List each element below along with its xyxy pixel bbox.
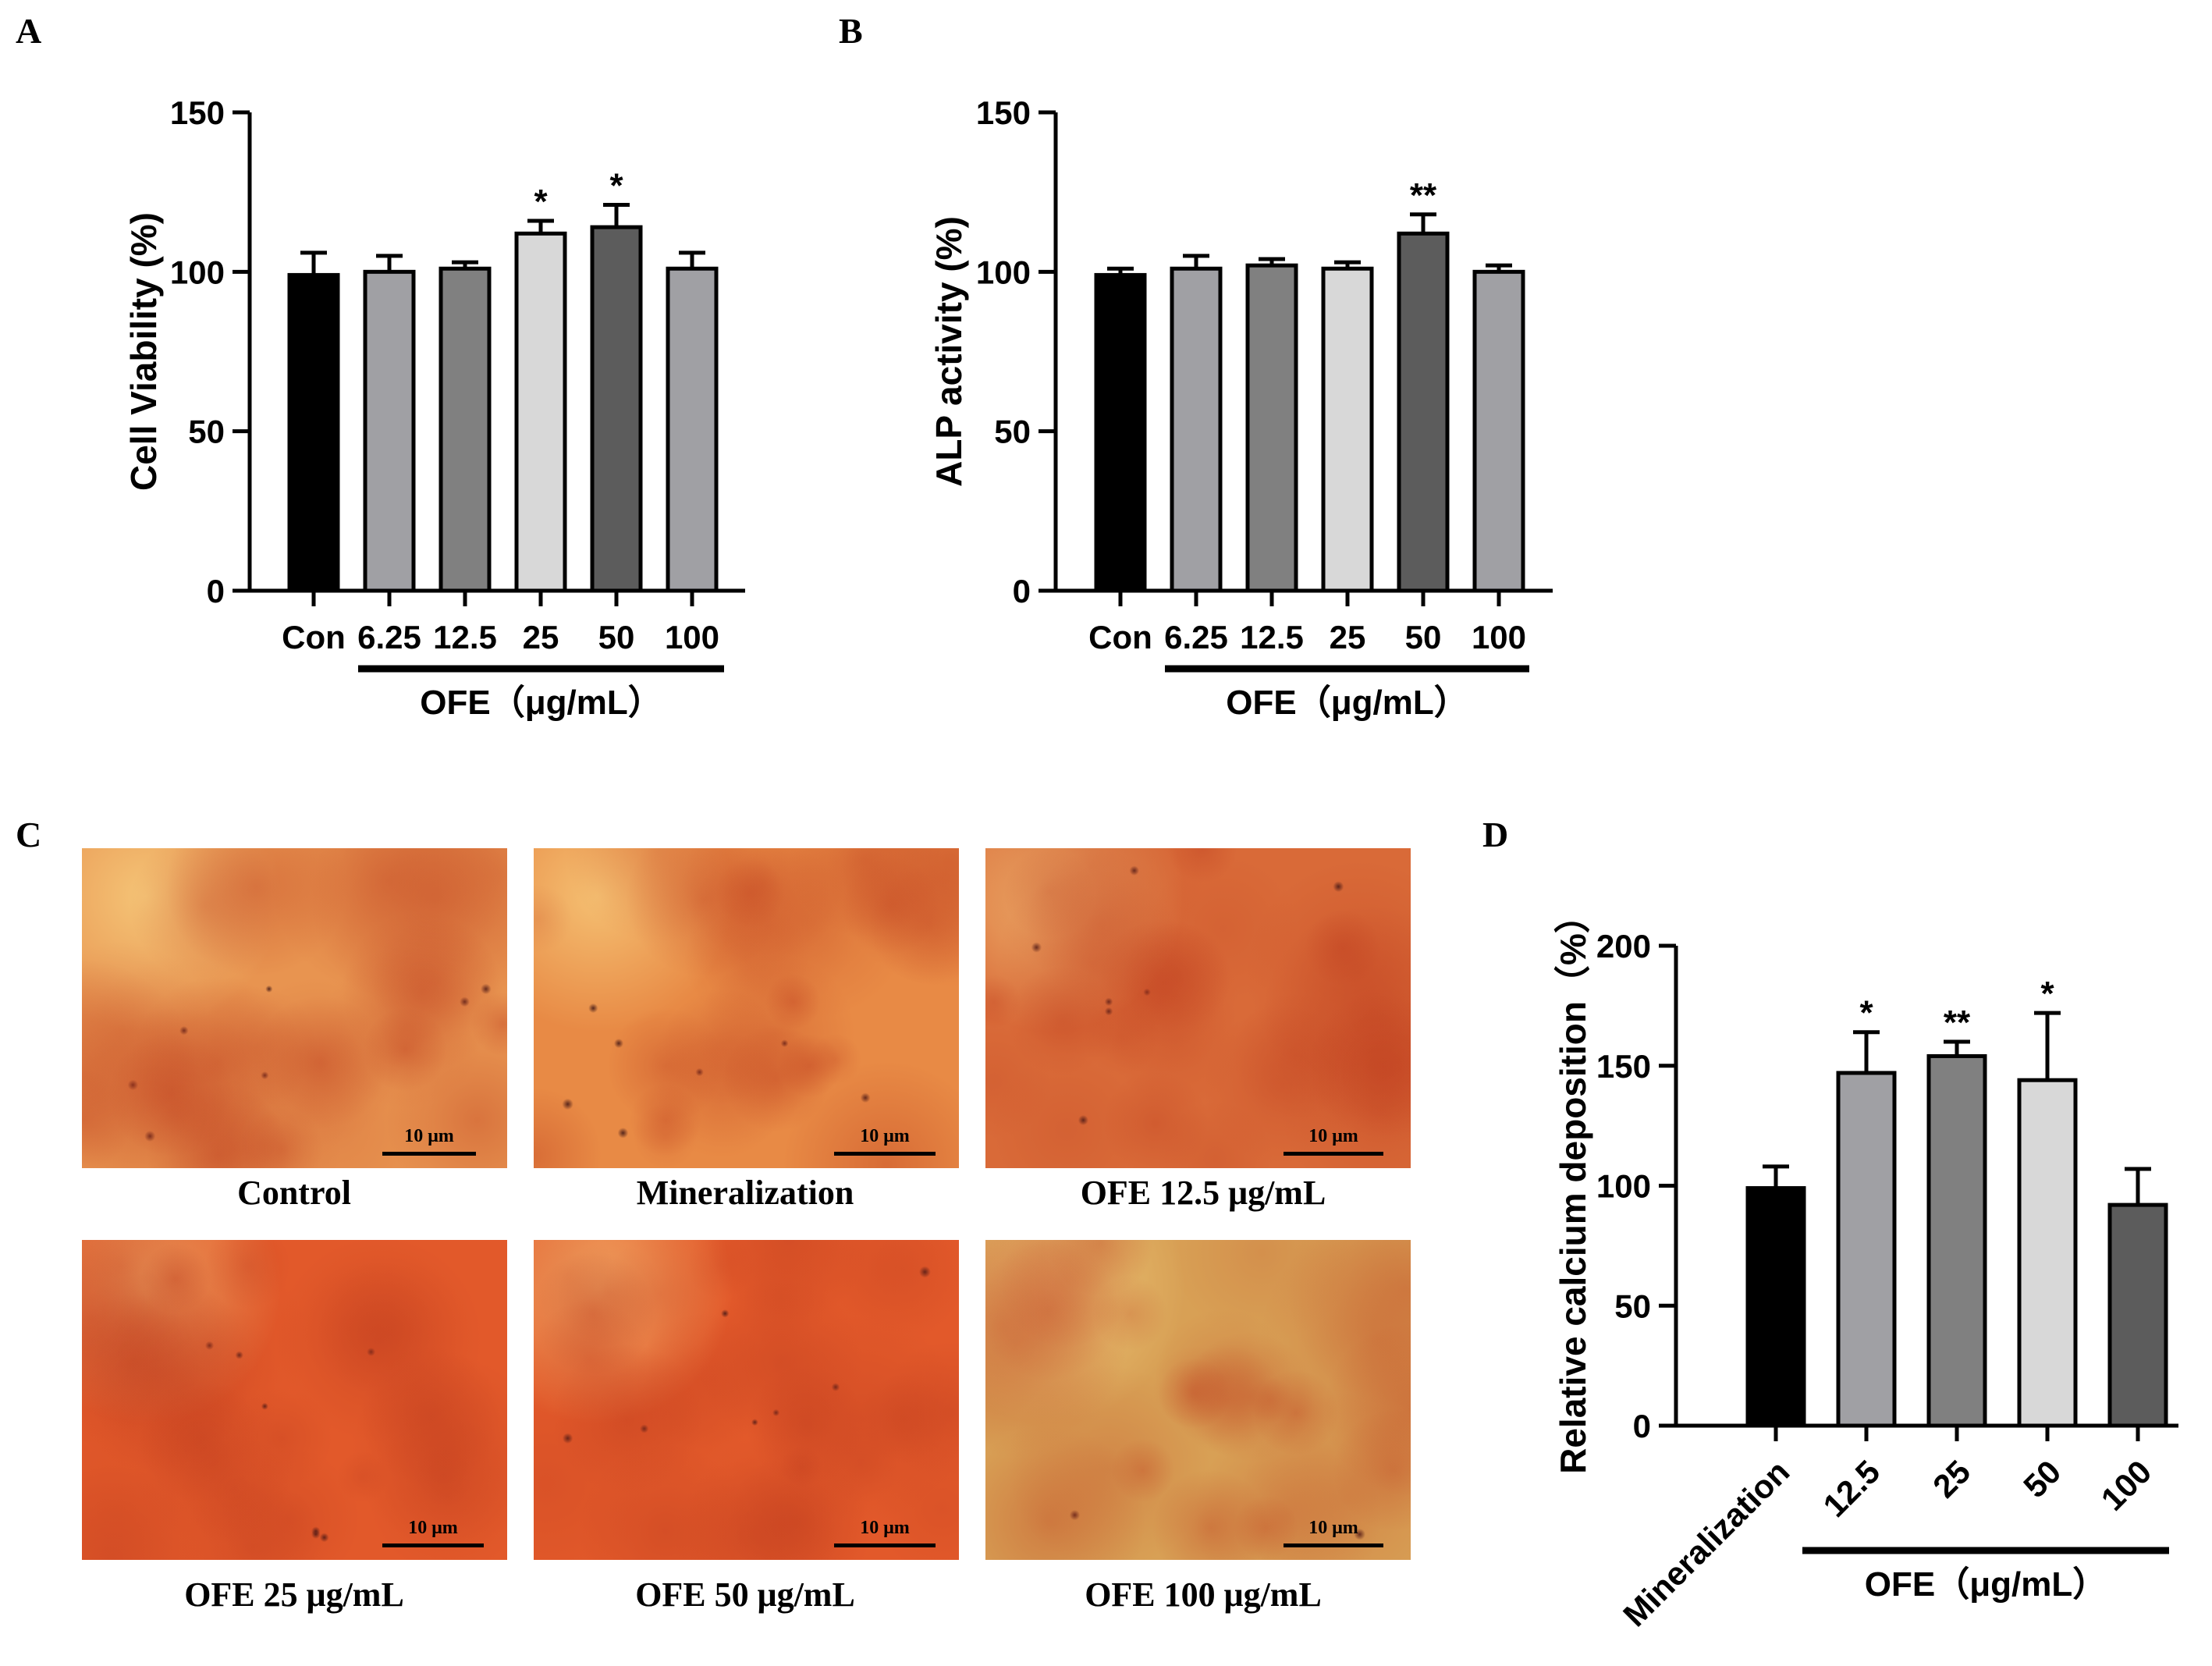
y-tick-label: 100	[1596, 1168, 1651, 1205]
scale-bar	[382, 1543, 484, 1547]
micrograph-ofe-50	[534, 1240, 959, 1560]
scale-bar	[834, 1543, 936, 1547]
caption-ofe-100: OFE 100 μg/mL	[1085, 1575, 1322, 1614]
scale-bar	[382, 1152, 476, 1156]
significance-marker: *	[1859, 994, 1873, 1032]
significance-marker: **	[1410, 176, 1437, 215]
micrograph-control	[82, 848, 507, 1168]
micrograph-texture	[82, 1240, 507, 1560]
panel-letter-c: C	[16, 815, 41, 854]
y-tick-label: 50	[1614, 1288, 1651, 1324]
x-tick-label: 12.5	[1240, 619, 1304, 655]
scale-label: 10 μm	[1308, 1518, 1358, 1538]
bar	[2017, 1078, 2078, 1428]
bar	[2107, 1202, 2168, 1428]
micrograph-texture	[82, 848, 507, 1168]
chart-cell-viability: 0 50 100 150 Cell Viability (%) Con 6.25 12.5 * 2…	[123, 94, 745, 722]
x-tick-label: Con	[1088, 619, 1152, 655]
y-tick-label: 50	[994, 414, 1031, 450]
scale-bar	[1284, 1543, 1383, 1547]
scale-label: 10 μm	[404, 1126, 454, 1146]
x-tick-label: 100	[2094, 1453, 2159, 1518]
y-tick-label: 200	[1596, 928, 1651, 964]
bar	[438, 266, 492, 593]
y-tick-label: 150	[1596, 1048, 1651, 1085]
group-label: OFE（μg/mL）	[420, 684, 662, 722]
micrograph-texture	[534, 848, 959, 1168]
bar	[1321, 266, 1374, 593]
group-label: OFE（μg/mL）	[1226, 684, 1468, 722]
y-tick-label: 150	[170, 94, 225, 131]
bar	[1745, 1186, 1806, 1428]
bar	[1170, 266, 1223, 593]
y-tick-label: 0	[1013, 573, 1031, 609]
caption-mineralization: Mineralization	[636, 1174, 854, 1212]
panel-letter-d: D	[1482, 815, 1508, 854]
micrograph-texture	[534, 1240, 959, 1560]
bar	[287, 272, 340, 593]
bar	[1397, 231, 1450, 593]
x-tick-label: 6.25	[1164, 619, 1228, 655]
x-tick-label: 50	[598, 619, 635, 655]
micrograph-texture	[985, 848, 1411, 1168]
x-tick-label: 25	[523, 619, 559, 655]
panel-letter-b: B	[839, 11, 863, 51]
y-axis-title: Cell Viability (%)	[123, 212, 164, 491]
x-tick-label: 50	[2016, 1453, 2068, 1504]
bar	[666, 266, 719, 593]
significance-marker: *	[2040, 975, 2054, 1013]
group-label: OFE（μg/mL）	[1865, 1565, 2107, 1604]
x-tick-label: 100	[665, 619, 719, 655]
y-tick-label: 50	[188, 414, 225, 450]
x-tick-label: 12.5	[433, 619, 497, 655]
caption-ofe-50: OFE 50 μg/mL	[635, 1575, 855, 1614]
scale-label: 10 μm	[1308, 1126, 1358, 1146]
scale-bar	[834, 1152, 936, 1156]
x-tick-label: Mineralization	[1616, 1453, 1796, 1633]
y-tick-label: 100	[976, 254, 1031, 290]
x-tick-label: 50	[1405, 619, 1442, 655]
panel-letter-a: A	[16, 11, 41, 51]
micrograph-mineralization	[534, 848, 959, 1168]
micrograph-ofe-100	[985, 1240, 1411, 1560]
significance-marker: *	[609, 167, 623, 205]
y-tick-label: 0	[1633, 1408, 1651, 1444]
caption-control: Control	[237, 1174, 351, 1212]
x-tick-label: 12.5	[1816, 1453, 1887, 1524]
scale-label: 10 μm	[408, 1518, 458, 1538]
bar	[1472, 269, 1525, 593]
significance-marker: **	[1944, 1004, 1971, 1042]
scale-label: 10 μm	[860, 1518, 910, 1538]
bar	[514, 231, 567, 593]
y-tick-label: 100	[170, 254, 225, 290]
scale-label: 10 μm	[860, 1126, 910, 1146]
y-axis-title: Relative calcium deposition（%）	[1553, 897, 1593, 1474]
bar	[590, 225, 643, 593]
chart-alp-activity: 0 50 100 150 ALP activity (%) Con 6.25 12.5 25 **…	[928, 94, 1553, 722]
y-tick-label: 0	[207, 573, 225, 609]
micrograph-ofe-25	[82, 1240, 507, 1560]
x-tick-label: 100	[1472, 619, 1526, 655]
x-tick-label: 25	[1926, 1453, 1977, 1504]
bar	[363, 269, 416, 593]
x-tick-label: 6.25	[357, 619, 421, 655]
caption-ofe-25: OFE 25 μg/mL	[184, 1575, 404, 1614]
scale-bar	[1284, 1152, 1383, 1156]
bar	[1094, 272, 1147, 593]
bar	[1245, 263, 1298, 593]
micrograph-texture	[985, 1240, 1411, 1560]
significance-marker: *	[534, 183, 548, 221]
x-tick-label: 25	[1330, 619, 1366, 655]
bar	[1836, 1071, 1897, 1428]
bar	[1926, 1053, 1987, 1428]
caption-ofe-12-5: OFE 12.5 μg/mL	[1080, 1174, 1326, 1212]
y-axis-title: ALP activity (%)	[928, 216, 969, 487]
micrograph-ofe-12-5	[985, 848, 1411, 1168]
x-tick-label: Con	[282, 619, 346, 655]
y-tick-label: 150	[976, 94, 1031, 131]
